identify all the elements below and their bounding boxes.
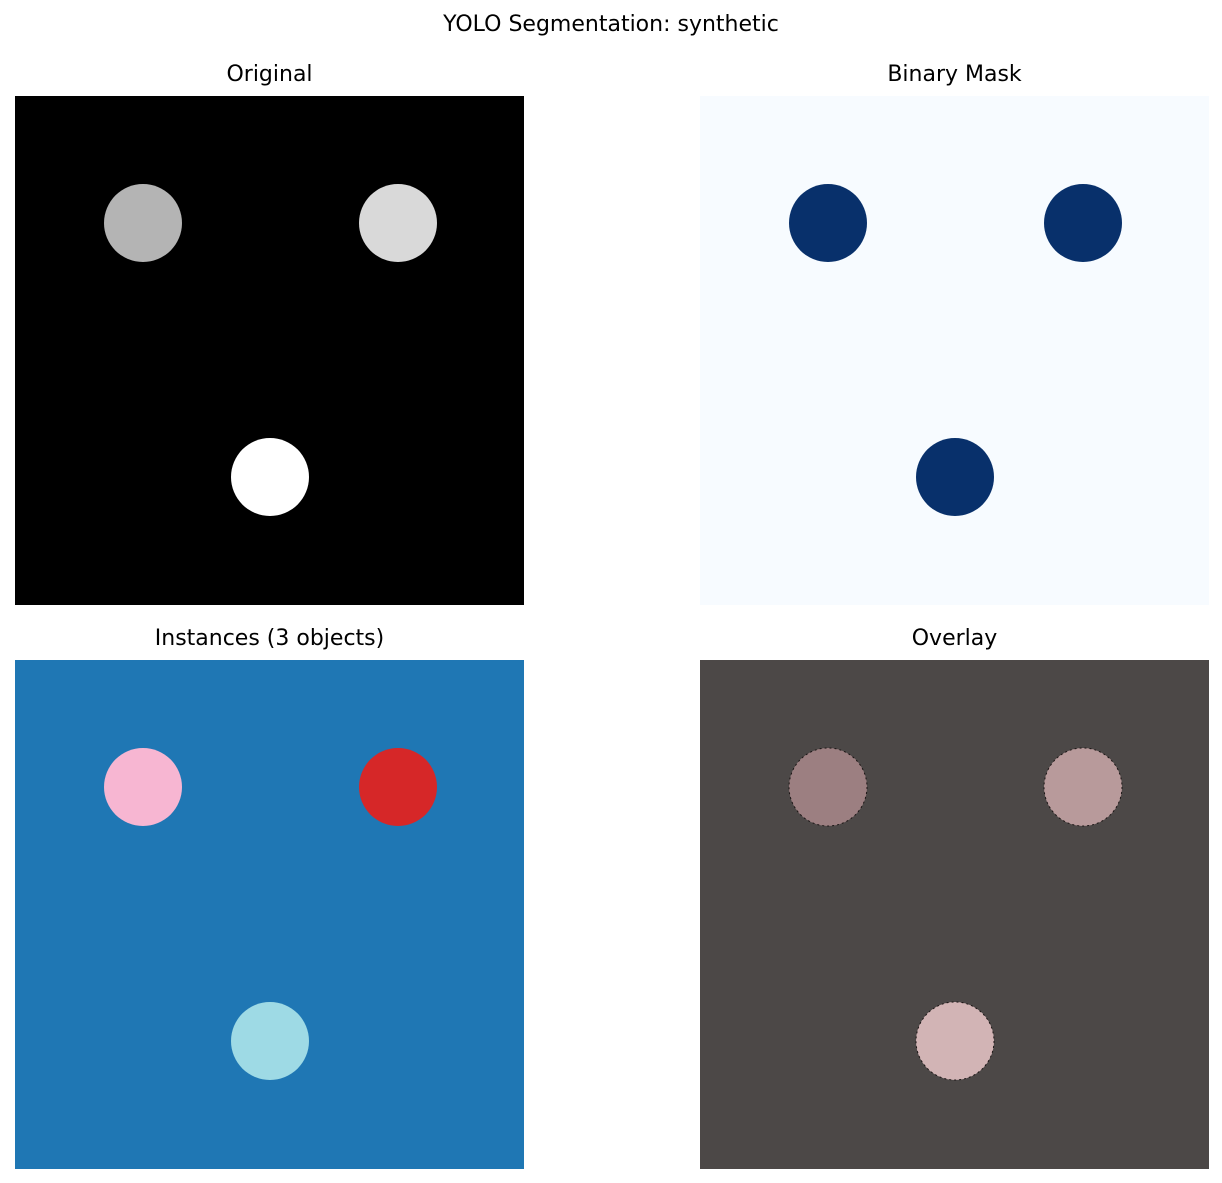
instance-object-top-left	[104, 748, 182, 826]
panel-title-instances: Instances (3 objects)	[154, 626, 385, 651]
figure-title: YOLO Segmentation: synthetic	[443, 12, 779, 37]
binary-mask-image	[700, 96, 1209, 605]
original-object-bottom-center	[231, 438, 309, 516]
panel-title-binary-mask: Binary Mask	[887, 62, 1022, 87]
panel-title-overlay: Overlay	[911, 626, 998, 651]
overlay-image	[700, 660, 1209, 1169]
overlay-object-top-left	[788, 747, 868, 827]
binary-object-top-right	[1044, 184, 1122, 262]
original-background	[15, 96, 524, 605]
panel-instances: Instances (3 objects)	[15, 624, 524, 1169]
instance-object-top-right	[359, 748, 437, 826]
panel-title-original: Original	[226, 62, 313, 87]
binary-object-top-left	[789, 184, 867, 262]
panel-binary-mask: Binary Mask	[700, 60, 1209, 605]
panel-overlay: Overlay	[700, 624, 1209, 1169]
original-object-top-right	[359, 184, 437, 262]
instance-object-bottom-center	[231, 1002, 309, 1080]
binary-background	[700, 96, 1209, 605]
panel-original: Original	[15, 60, 524, 605]
instance-background	[15, 660, 524, 1169]
overlay-background	[700, 660, 1209, 1169]
binary-object-bottom-center	[916, 438, 994, 516]
instances-image	[15, 660, 524, 1169]
original-object-top-left	[104, 184, 182, 262]
overlay-object-top-right	[1043, 747, 1123, 827]
original-image	[15, 96, 524, 605]
overlay-object-bottom-center	[915, 1001, 995, 1081]
